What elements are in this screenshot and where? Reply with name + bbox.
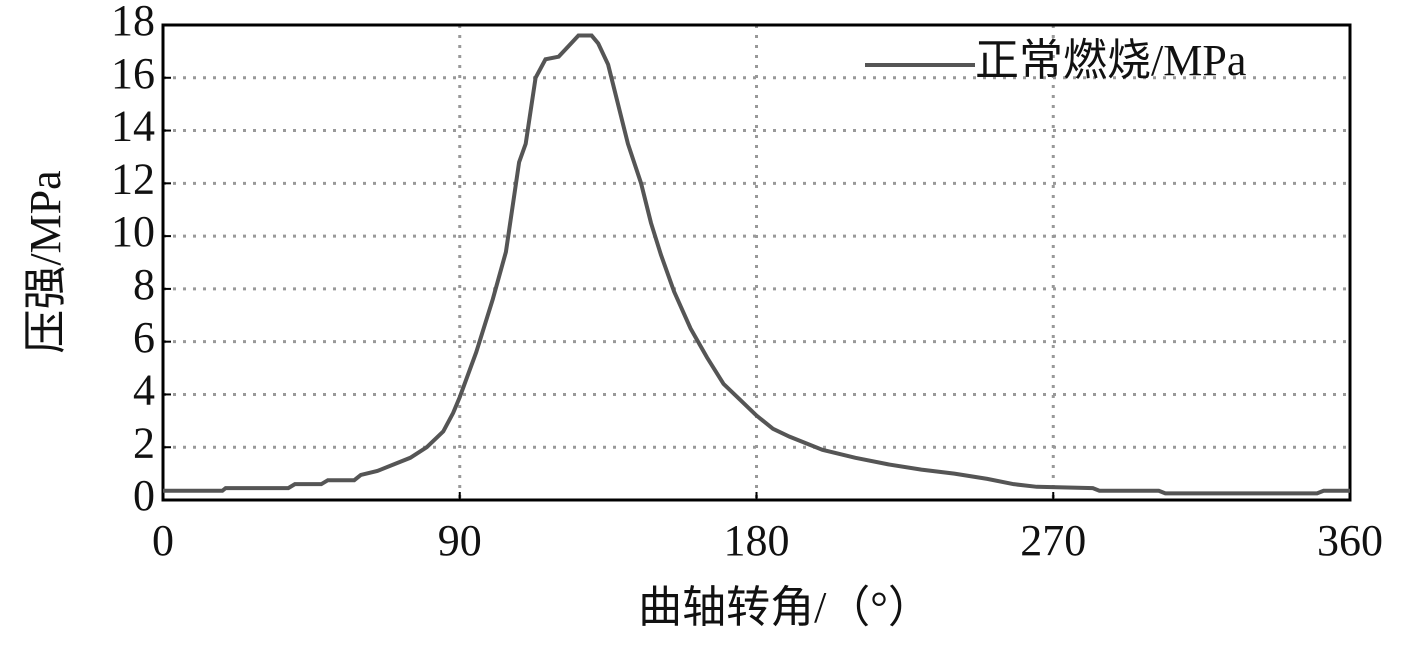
plot-frame [161,23,1352,502]
x-tick-label: 90 [438,516,482,565]
x-tick-label: 360 [1317,516,1383,565]
y-tick-label: 14 [111,102,155,151]
y-tick-label: 2 [133,418,155,467]
y-tick-label: 12 [111,154,155,203]
y-tick-label: 4 [133,366,155,415]
y-tick-label: 10 [111,207,155,256]
legend-label: 正常燃烧/MPa [975,36,1246,85]
y-tick-label: 8 [133,260,155,309]
data-line [163,33,1350,496]
y-axis-label: 压强/MPa [21,170,70,353]
x-axis-label: 曲轴转角/（°） [638,583,932,632]
x-tick-label: 270 [1020,516,1086,565]
y-tick-label: 18 [111,0,155,45]
y-tick-label: 16 [111,49,155,98]
y-tick-label: 0 [133,471,155,520]
x-tick-label: 0 [152,516,174,565]
x-tick-label: 180 [724,516,790,565]
y-tick-label: 6 [133,313,155,362]
